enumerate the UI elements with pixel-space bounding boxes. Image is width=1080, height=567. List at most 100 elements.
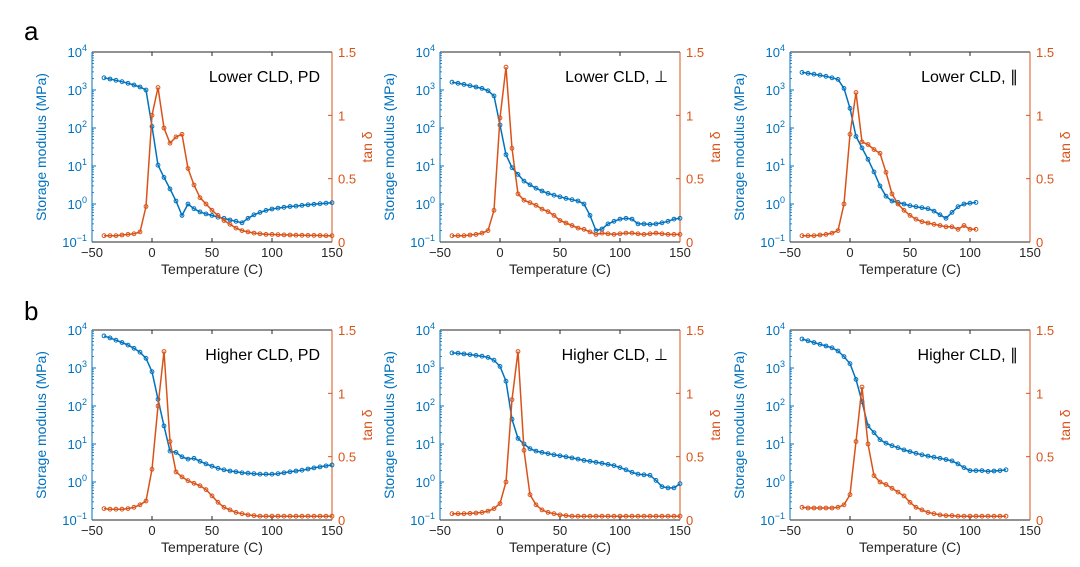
y-left-tick-label: 10−1 xyxy=(410,233,435,250)
tan-delta-point xyxy=(961,223,967,228)
y-left-tick-label: 101 xyxy=(416,435,435,452)
tan-delta-point xyxy=(107,233,113,239)
storage-modulus-point xyxy=(545,451,551,457)
x-axis-label: Temperature (C) xyxy=(859,539,961,555)
storage-modulus-point xyxy=(539,450,545,455)
storage-modulus-point xyxy=(311,201,317,207)
tan-delta-point xyxy=(575,225,581,231)
panel-title: Lower CLD, ⊥ xyxy=(565,69,668,86)
x-tick-label: 0 xyxy=(496,523,503,538)
storage-modulus-point xyxy=(233,469,239,475)
tan-delta-point xyxy=(521,447,527,453)
storage-modulus-point xyxy=(877,437,883,443)
chart-panel-6: −50 0 50 100 150 Temperature (C) 10−1 100 101 102… xyxy=(731,321,1073,555)
tan-delta-point xyxy=(653,230,659,236)
tan-delta-point xyxy=(143,204,149,209)
storage-modulus-point xyxy=(635,221,641,227)
y-left-tick-label: 100 xyxy=(766,473,785,490)
tan-delta-point xyxy=(101,506,107,512)
storage-modulus-point xyxy=(119,340,125,345)
storage-modulus-point xyxy=(829,75,835,81)
y-left-tick-label: 101 xyxy=(416,157,435,174)
storage-modulus-point xyxy=(185,456,191,462)
tan-delta-point xyxy=(551,213,557,218)
storage-modulus-point xyxy=(275,471,281,477)
tan-delta-point xyxy=(155,85,161,90)
storage-modulus-point xyxy=(841,86,847,91)
y-right-tick-label: 1.5 xyxy=(686,45,704,60)
storage-modulus-point xyxy=(659,220,665,226)
storage-modulus-point xyxy=(161,423,167,429)
storage-modulus-point xyxy=(275,205,281,211)
tan-delta-point xyxy=(823,505,829,511)
tan-delta-point xyxy=(943,224,949,230)
tan-delta-point xyxy=(263,232,269,237)
storage-modulus-point xyxy=(125,342,131,348)
x-axis-label: Temperature (C) xyxy=(859,261,961,277)
tan-delta-point xyxy=(257,513,263,519)
storage-modulus-point xyxy=(461,82,467,87)
tan-delta-point xyxy=(853,90,859,95)
y-right-tick-label: 1 xyxy=(338,108,345,123)
tan-delta-point xyxy=(985,513,991,519)
storage-modulus-point xyxy=(323,200,329,206)
storage-modulus-point xyxy=(125,80,131,86)
tan-delta-point xyxy=(587,513,593,519)
tan-delta-point xyxy=(299,232,305,238)
tan-delta-point xyxy=(859,384,865,390)
tan-delta-point xyxy=(617,513,623,519)
storage-modulus-point xyxy=(835,77,841,82)
storage-modulus-point xyxy=(131,345,137,351)
tan-delta-point xyxy=(599,230,605,236)
storage-modulus-point xyxy=(281,470,287,476)
storage-modulus-point xyxy=(467,352,473,358)
storage-modulus-point xyxy=(835,348,841,354)
tan-delta-point xyxy=(635,513,641,519)
x-tick-label: 100 xyxy=(959,245,981,260)
tan-delta-point xyxy=(641,513,647,519)
chart-panel-4: −50 0 50 100 150 Temperature (C) 10−1 100 101 102… xyxy=(33,321,375,555)
tan-delta-point xyxy=(149,112,155,118)
storage-modulus-point xyxy=(287,469,293,475)
y-right-axis-label: tan δ xyxy=(1057,409,1073,440)
y-right-tick-label: 1 xyxy=(338,386,345,401)
y-left-axis-label: Storage modulus (MPa) xyxy=(731,73,747,221)
tan-delta-point xyxy=(847,131,853,137)
y-left-tick-label: 103 xyxy=(416,81,435,98)
storage-modulus-point xyxy=(641,472,647,478)
storage-modulus-point xyxy=(817,72,823,78)
storage-modulus-point xyxy=(107,76,113,82)
y-left-axis-label: Storage modulus (MPa) xyxy=(33,73,49,221)
tan-delta-point xyxy=(539,206,545,212)
tan-delta-point xyxy=(521,197,527,203)
plot-area xyxy=(92,330,332,520)
tan-delta-point xyxy=(877,150,883,156)
storage-modulus-point xyxy=(317,464,323,470)
storage-modulus-point xyxy=(979,468,985,474)
tan-delta-point xyxy=(563,513,569,518)
tan-delta-point xyxy=(937,223,943,228)
storage-modulus-point xyxy=(955,461,961,467)
storage-modulus-point xyxy=(221,467,227,473)
storage-modulus-point xyxy=(563,454,569,460)
storage-modulus-point xyxy=(101,75,107,81)
y-left-axis-label: Storage modulus (MPa) xyxy=(381,73,397,221)
tan-delta-point xyxy=(221,218,227,223)
storage-modulus-point xyxy=(263,471,269,477)
tan-delta-point xyxy=(563,220,569,226)
storage-modulus-point xyxy=(101,333,107,339)
tan-delta-point xyxy=(131,231,137,237)
tan-delta-point xyxy=(137,502,143,508)
storage-modulus-point xyxy=(167,186,173,192)
storage-modulus-point xyxy=(203,211,209,217)
tan-delta-point xyxy=(925,510,931,515)
tan-delta-point xyxy=(545,209,551,215)
x-axis-label: Temperature (C) xyxy=(161,539,263,555)
tan-delta-point xyxy=(829,505,835,511)
storage-modulus-point xyxy=(119,79,125,85)
storage-modulus-point xyxy=(925,206,931,212)
tan-delta-point xyxy=(317,233,323,238)
storage-modulus-point xyxy=(575,456,581,462)
y-right-tick-label: 0 xyxy=(686,235,693,250)
